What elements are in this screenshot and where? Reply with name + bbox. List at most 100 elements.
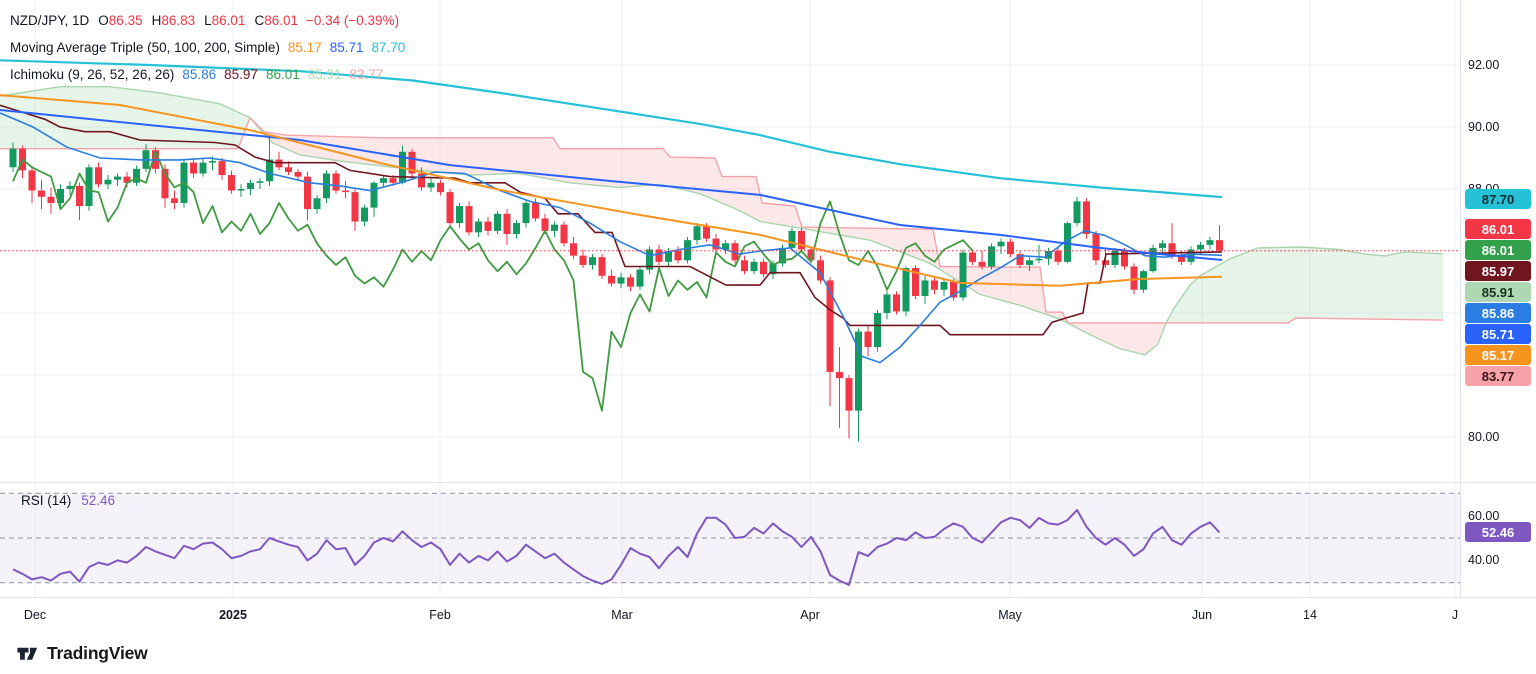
candle — [247, 179, 254, 196]
ichimoku-value: 85.86 — [182, 67, 217, 82]
candle-body-up — [551, 224, 558, 231]
candle — [598, 254, 606, 279]
price-axis-label: 80.00 — [1468, 430, 1500, 444]
candle-body-down — [171, 198, 178, 203]
candle-body-down — [123, 176, 131, 183]
chikou-span-line[interactable] — [12, 150, 974, 412]
ma-200-line[interactable] — [0, 59, 1223, 199]
candle-body-up — [921, 280, 929, 296]
candle — [380, 175, 387, 188]
candle-body-down — [703, 226, 710, 239]
rsi-legend-row[interactable]: RSI (14) 52.46 — [21, 493, 115, 508]
candle — [361, 204, 368, 227]
candle — [912, 264, 919, 300]
pane-divider[interactable] — [0, 482, 1536, 483]
candle-body-up — [997, 241, 1005, 247]
candle-body-down — [912, 268, 919, 296]
candle-body-down — [978, 261, 986, 267]
candle — [551, 221, 558, 238]
ichimoku-legend-row[interactable]: Ichimoku (9, 26, 52, 26, 26) 85.86 85.97 86… — [10, 61, 405, 88]
candle-body-down — [1102, 260, 1109, 265]
candle — [28, 165, 36, 203]
candle-body-up — [589, 257, 596, 265]
candle-body-down — [1121, 251, 1128, 267]
candle-body-down — [294, 171, 302, 177]
price-axis[interactable]: 92.0090.0088.0080.0060.0040.0087.7086.01… — [1460, 0, 1536, 597]
senkou-span-b-line[interactable] — [0, 116, 1444, 324]
candle — [95, 162, 102, 188]
candle-body-up — [1140, 271, 1147, 290]
candle — [1206, 237, 1214, 250]
candle-body-down — [389, 178, 397, 183]
candle-body-down — [190, 162, 197, 174]
time-axis-label: Mar — [611, 608, 633, 622]
tenkan-sen-line[interactable] — [0, 112, 1223, 364]
candle-body-up — [1111, 251, 1119, 265]
candle-body-down — [845, 378, 853, 411]
candle-body-up — [959, 252, 967, 298]
candle-body-down — [304, 176, 311, 210]
time-axis[interactable]: Dec 2025 Feb Mar Apr May Jun 14 J — [0, 597, 1536, 633]
candle-body-down — [560, 224, 568, 244]
main-chart-svg[interactable] — [0, 0, 1460, 597]
candle-body-up — [247, 182, 254, 189]
candle — [1121, 247, 1128, 270]
candle-body-down — [798, 230, 805, 250]
candle-body-down — [598, 257, 606, 276]
candle — [817, 255, 824, 284]
kijun-sen-line[interactable] — [0, 104, 1223, 336]
candle — [114, 173, 121, 186]
candle-body-down — [503, 213, 511, 234]
candle-body-down — [532, 202, 539, 219]
candle-body-up — [104, 179, 112, 185]
candle-body-down — [760, 261, 767, 275]
candle — [636, 266, 644, 290]
candle-body-up — [883, 294, 891, 313]
symbol-legend-row[interactable]: NZD/JPY, 1D O86.35 H86.83 L86.01 C86.01 −0.34… — [10, 7, 405, 34]
candle-body-down — [218, 161, 226, 176]
candle-body-up — [323, 173, 330, 199]
candle — [418, 167, 425, 191]
ohlc-label: O — [98, 13, 109, 28]
price-badge: 85.97 — [1465, 261, 1531, 281]
candle — [684, 237, 691, 264]
candle-body-up — [256, 181, 264, 183]
candle — [1111, 247, 1119, 269]
ma-100-line[interactable] — [0, 109, 1223, 261]
ohlc-value: 86.35 — [108, 13, 143, 28]
tradingview-logo[interactable]: TradingView — [15, 641, 148, 666]
price-badge: 85.71 — [1465, 324, 1531, 344]
candle-body-up — [684, 240, 691, 261]
ohlc-value: 86.01 — [211, 13, 246, 28]
rsi-line[interactable] — [12, 509, 1221, 586]
candle-body-down — [817, 260, 824, 281]
chart-canvas[interactable]: NZD/JPY, 1D O86.35 H86.83 L86.01 C86.01 −0.34… — [0, 0, 1460, 597]
candle — [712, 233, 720, 253]
candle — [1007, 238, 1014, 258]
rsi-pane[interactable] — [0, 492, 1460, 586]
candle-body-down — [893, 294, 900, 312]
candle — [342, 181, 349, 199]
ma-legend-row[interactable]: Moving Average Triple (50, 100, 200, Sim… — [10, 34, 405, 61]
candle-body-down — [351, 192, 359, 222]
ma-50-line[interactable] — [0, 94, 1223, 287]
candle — [570, 237, 577, 259]
candle — [133, 165, 140, 186]
candle — [408, 148, 416, 179]
symbol-title: NZD/JPY, 1D — [10, 13, 90, 28]
candle-body-up — [1206, 240, 1214, 245]
candle — [332, 170, 340, 194]
tradingview-logo-icon — [17, 647, 38, 660]
candle — [845, 375, 853, 439]
candle-body-down — [1083, 201, 1090, 234]
senkou-span-a-line[interactable] — [0, 85, 1444, 356]
candle — [693, 223, 701, 245]
ichimoku-cloud — [0, 85, 1444, 356]
candle-body-up — [617, 277, 625, 284]
ohlc-label: L — [204, 13, 212, 28]
candle — [1083, 198, 1090, 239]
candle-body-down — [608, 275, 615, 284]
candle — [589, 254, 596, 270]
candle — [427, 178, 435, 193]
time-axis-label: 14 — [1303, 608, 1317, 622]
